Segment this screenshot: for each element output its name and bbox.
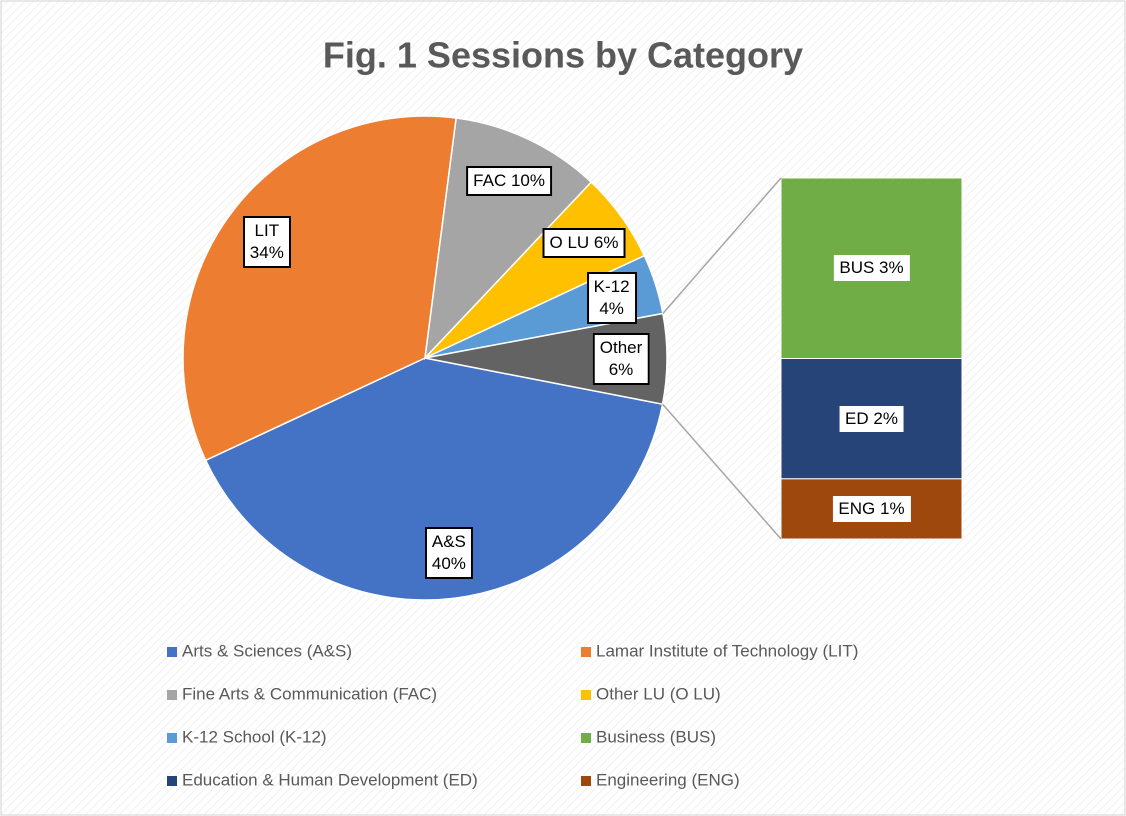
data-label: K-12 4% [586, 272, 637, 325]
legend-label: Lamar Institute of Technology (LIT) [596, 641, 858, 660]
pie-slice [204, 357, 664, 601]
legend-label: Education & Human Development (ED) [182, 770, 478, 789]
legend-label: Engineering (ENG) [596, 770, 740, 789]
legend-swatch [167, 647, 177, 657]
legend-swatch [581, 690, 591, 700]
data-label: BUS 3% [833, 255, 910, 282]
data-label: ENG 1% [832, 495, 911, 522]
legend-swatch [167, 733, 177, 743]
pie-slice [182, 115, 458, 462]
legend-swatch [167, 776, 177, 786]
legend-swatch [581, 776, 591, 786]
chart-title: Fig. 1 Sessions by Category [323, 35, 803, 76]
legend-swatch [581, 733, 591, 743]
data-label: A&S 40% [424, 526, 473, 579]
data-label: Other 6% [592, 332, 650, 385]
data-label: O LU 6% [542, 228, 626, 259]
legend-label: Arts & Sciences (A&S) [182, 641, 352, 660]
connector-line [661, 403, 782, 540]
legend-swatch [167, 690, 177, 700]
data-label: LIT 34% [242, 216, 291, 269]
data-label: ED 2% [839, 405, 904, 432]
connector-line [662, 177, 782, 314]
legend-label: Other LU (O LU) [596, 684, 721, 703]
legend-label: Fine Arts & Communication (FAC) [182, 684, 437, 703]
data-label: FAC 10% [466, 165, 552, 196]
legend-swatch [581, 647, 591, 657]
legend-label: K-12 School (K-12) [182, 727, 327, 746]
legend-label: Business (BUS) [596, 727, 716, 746]
